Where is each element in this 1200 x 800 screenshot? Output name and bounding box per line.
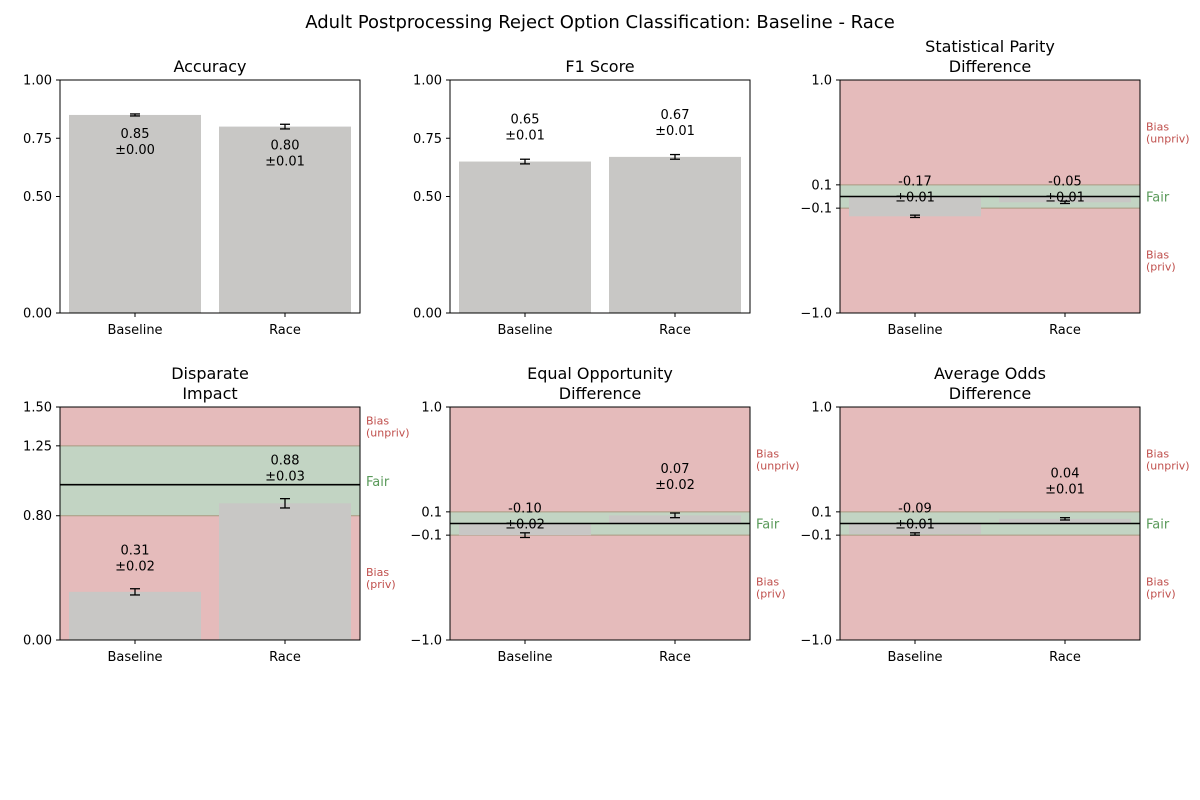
bar-race [999, 518, 1131, 524]
y-tick-label: −0.1 [800, 202, 832, 217]
bar-race [999, 196, 1131, 203]
chart-panel-6: -0.09 ±0.01 0.04 ±0.01 −1.0 −0.1 0.1 1.0 Baselin… [800, 364, 1189, 665]
y-tick-label: 0.1 [811, 505, 832, 520]
axes-frame [839, 406, 1141, 641]
axes-frame [839, 79, 1141, 314]
y-tick-label: −1.0 [410, 634, 442, 649]
panel-title: Statistical Parity Difference [925, 37, 1055, 76]
bias-region-upper [60, 407, 360, 446]
x-tick-label: Race [269, 323, 301, 338]
y-tick-label: 0.00 [413, 307, 442, 322]
y-tick-label: 1.0 [421, 401, 442, 416]
y-tick-label: 0.75 [23, 132, 52, 147]
x-tick-label: Baseline [497, 650, 552, 665]
panel-title: Disparate Impact [171, 364, 249, 403]
y-tick-label: 0.75 [413, 132, 442, 147]
fair-label: Fair [1146, 191, 1170, 206]
y-tick-label: −0.1 [410, 529, 442, 544]
y-tick-label: 1.25 [23, 439, 52, 454]
bias-upper-label: Bias (unpriv) [1146, 120, 1190, 145]
bias-lower-label: Bias (priv) [1146, 576, 1176, 601]
chart-panel-2: 0.65 ±0.01 0.67 ±0.01 0.00 0.50 0.75 1.00 Baseli… [413, 57, 751, 338]
bias-region-upper [450, 407, 750, 512]
y-tick-label: 1.50 [23, 401, 52, 416]
bar-baseline [69, 591, 201, 640]
x-tick-label: Baseline [887, 650, 942, 665]
x-tick-label: Race [1049, 323, 1081, 338]
value-label-race: 0.67 ±0.01 [655, 108, 695, 139]
value-label-race: 0.04 ±0.01 [1045, 467, 1085, 498]
bias-region-upper [840, 407, 1140, 512]
panel-title: Accuracy [173, 57, 246, 76]
bias-region-lower [450, 535, 750, 640]
value-label-baseline: -0.17 ±0.01 [895, 175, 935, 206]
value-label-baseline: -0.10 ±0.02 [505, 502, 545, 533]
bar-race [219, 503, 351, 640]
panel-title: Average Odds Difference [934, 364, 1046, 403]
value-label-baseline: 0.31 ±0.02 [115, 544, 155, 575]
y-tick-label: 1.00 [413, 74, 442, 89]
value-label-race: 0.88 ±0.03 [265, 454, 305, 485]
value-label-baseline: 0.65 ±0.01 [505, 113, 545, 144]
y-tick-label: 0.00 [23, 307, 52, 322]
x-tick-label: Baseline [107, 323, 162, 338]
y-tick-label: 0.50 [23, 190, 52, 205]
bias-region-lower [840, 535, 1140, 640]
axes-frame [449, 406, 751, 641]
axes-frame [59, 406, 361, 641]
value-label-race: 0.80 ±0.01 [265, 139, 305, 170]
x-tick-label: Race [659, 650, 691, 665]
fair-label: Fair [756, 518, 780, 533]
y-tick-label: 1.00 [23, 74, 52, 89]
bias-upper-label: Bias (unpriv) [756, 447, 800, 472]
bias-region-lower [840, 208, 1140, 313]
value-label-baseline: -0.09 ±0.01 [895, 502, 935, 533]
x-tick-label: Baseline [107, 650, 162, 665]
y-tick-label: −1.0 [800, 634, 832, 649]
y-tick-label: 0.1 [421, 505, 442, 520]
panel-title: Equal Opportunity Difference [527, 364, 673, 403]
x-tick-label: Race [659, 323, 691, 338]
x-tick-label: Race [1049, 650, 1081, 665]
x-tick-label: Race [269, 650, 301, 665]
bar-baseline [459, 523, 591, 536]
bar-race [219, 126, 351, 313]
panel-title: F1 Score [565, 57, 634, 76]
bias-lower-label: Bias (priv) [756, 576, 786, 601]
chart-panel-5: -0.10 ±0.02 0.07 ±0.02 −1.0 −0.1 0.1 1.0 Baselin… [410, 364, 799, 665]
fair-label: Fair [1146, 518, 1170, 533]
y-tick-label: 0.00 [23, 634, 52, 649]
x-tick-label: Baseline [497, 323, 552, 338]
value-label-race: -0.05 ±0.01 [1045, 175, 1085, 206]
bar-baseline [459, 161, 591, 313]
bias-region-upper [840, 80, 1140, 185]
y-tick-label: −0.1 [800, 529, 832, 544]
bias-upper-label: Bias (unpriv) [366, 414, 410, 439]
bar-race [609, 156, 741, 313]
value-label-baseline: 0.85 ±0.00 [115, 127, 155, 158]
chart-panel-3: -0.17 ±0.01 -0.05 ±0.01 −1.0 −0.1 0.1 1.0 Baseli… [800, 37, 1189, 338]
value-label-race: 0.07 ±0.02 [655, 462, 695, 493]
bias-lower-label: Bias (priv) [1146, 249, 1176, 274]
y-tick-label: 1.0 [811, 401, 832, 416]
bar-baseline [69, 114, 201, 313]
bias-upper-label: Bias (unpriv) [1146, 447, 1190, 472]
y-tick-label: 0.50 [413, 190, 442, 205]
bar-baseline [849, 523, 981, 534]
bar-baseline [849, 196, 981, 217]
chart-panel-1: 0.85 ±0.00 0.80 ±0.01 0.00 0.50 0.75 1.00 Baseli… [23, 57, 361, 338]
chart-panel-4: 0.31 ±0.02 0.88 ±0.03 0.00 0.80 1.25 1.50 Baseli… [23, 364, 410, 665]
bar-race [609, 515, 741, 524]
bias-lower-label: Bias (priv) [366, 566, 396, 591]
y-tick-label: 0.80 [23, 509, 52, 524]
fair-label: Fair [366, 475, 390, 490]
figure-title: Adult Postprocessing Reject Option Class… [305, 12, 895, 33]
y-tick-label: −1.0 [800, 307, 832, 322]
y-tick-label: 0.1 [811, 178, 832, 193]
y-tick-label: 1.0 [811, 74, 832, 89]
x-tick-label: Baseline [887, 323, 942, 338]
